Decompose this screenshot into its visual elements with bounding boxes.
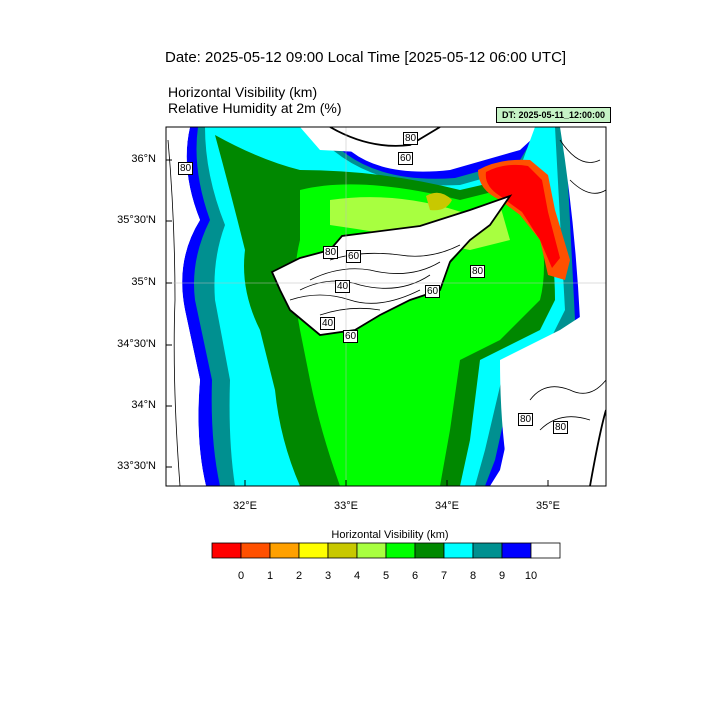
lat-label: 35°30'N [117, 214, 156, 226]
colorbar-title: Horizontal Visibility (km) [331, 529, 449, 541]
colorbar-label: 8 [469, 570, 477, 582]
contour-label: 80 [553, 421, 569, 434]
contour-label: 80 [518, 413, 534, 426]
contour-label: 40 [335, 280, 351, 293]
contour-label: 60 [343, 330, 359, 343]
coastline [270, 127, 606, 486]
field-title-visibility: Horizontal Visibility (km) [168, 84, 318, 100]
contour-label: 80 [470, 265, 486, 278]
colorbar-label: 5 [382, 570, 390, 582]
map-date-title: Date: 2025-05-12 09:00 Local Time [2025-… [165, 49, 567, 66]
lat-label: 33°30'N [117, 460, 156, 472]
colorbar-label: 0 [237, 570, 245, 582]
colorbar-label: 3 [324, 570, 332, 582]
lat-label: 34°30'N [117, 338, 156, 350]
lat-label: 36°N [131, 153, 156, 165]
visibility-field [166, 127, 606, 486]
lat-label: 35°N [131, 276, 156, 288]
lat-label: 34°N [131, 399, 156, 411]
lon-label: 35°E [536, 500, 560, 512]
field-title-humidity: Relative Humidity at 2m (%) [168, 100, 342, 116]
contour-label: 60 [398, 152, 414, 165]
colorbar-label: 10 [524, 570, 538, 582]
lon-label: 34°E [435, 500, 459, 512]
forecast-time-badge: DT: 2025-05-11_12:00:00 [496, 107, 611, 123]
contour-label: 80 [403, 132, 419, 145]
colorbar-label: 6 [411, 570, 419, 582]
contour-label: 60 [425, 285, 441, 298]
lon-label: 32°E [233, 500, 257, 512]
colorbar-label: 2 [295, 570, 303, 582]
contour-label: 40 [320, 317, 336, 330]
contour-label: 80 [323, 246, 339, 259]
colorbar-label: 1 [266, 570, 274, 582]
contour-label: 80 [178, 162, 194, 175]
contour-label: 60 [346, 250, 362, 263]
colorbar-label: 9 [498, 570, 506, 582]
colorbar-label: 4 [353, 570, 361, 582]
map-frame [165, 126, 607, 487]
lon-label: 33°E [334, 500, 358, 512]
colorbar-label: 7 [440, 570, 448, 582]
